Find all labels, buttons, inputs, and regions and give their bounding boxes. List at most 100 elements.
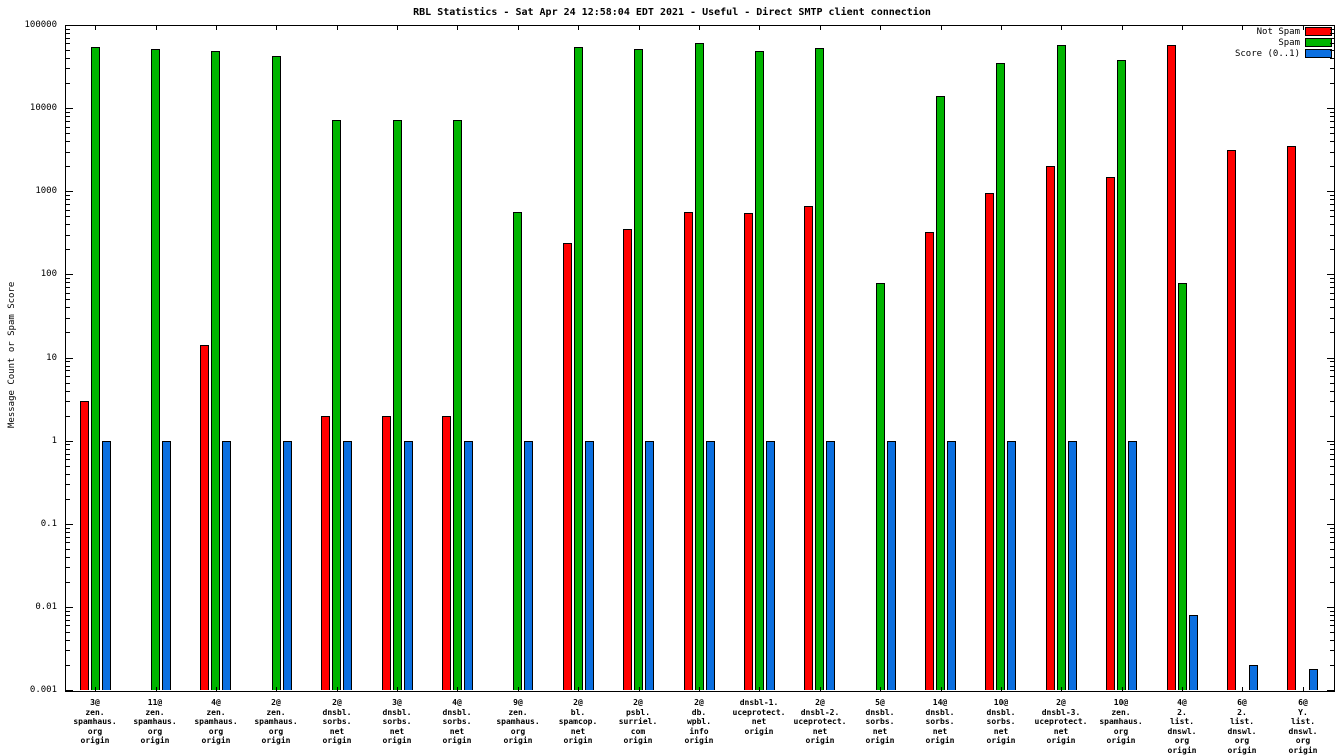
y-minor-tick	[66, 537, 70, 538]
bar-spam	[1057, 45, 1066, 690]
y-minor-tick	[1330, 620, 1334, 621]
y-minor-tick	[1330, 640, 1334, 641]
x-tick-mark	[397, 26, 398, 30]
y-minor-tick	[66, 459, 70, 460]
bar-spam	[876, 283, 885, 690]
y-minor-tick	[1330, 195, 1334, 196]
chart-title: RBL Statistics - Sat Apr 24 12:58:04 EDT…	[413, 7, 931, 18]
y-minor-tick	[66, 449, 70, 450]
y-minor-tick	[66, 370, 70, 371]
y-minor-tick	[1330, 121, 1334, 122]
y-minor-tick	[66, 416, 70, 417]
y-minor-tick	[1330, 38, 1334, 39]
bar-spam	[332, 120, 341, 690]
bar-score-0-1-	[706, 441, 715, 690]
bar-score-0-1-	[524, 441, 533, 690]
bar-score-0-1-	[645, 441, 654, 690]
legend: Not Spam Spam Score (0..1)	[1235, 26, 1332, 59]
y-tick-mark	[66, 524, 73, 525]
y-minor-tick	[66, 210, 70, 211]
y-minor-tick	[1330, 224, 1334, 225]
bar-not-spam	[1287, 146, 1296, 690]
x-tick-mark	[1182, 687, 1183, 691]
y-minor-tick	[1330, 210, 1334, 211]
y-minor-tick	[1330, 204, 1334, 205]
bar-spam	[272, 56, 281, 690]
y-minor-tick	[66, 532, 70, 533]
bar-score-0-1-	[1128, 441, 1137, 690]
y-tick-label: 0.01	[35, 602, 57, 612]
y-minor-tick	[66, 376, 70, 377]
y-minor-tick	[1330, 542, 1334, 543]
x-tick-mark	[156, 687, 157, 691]
y-minor-tick	[1330, 112, 1334, 113]
bar-spam	[211, 51, 220, 690]
y-minor-tick	[66, 299, 70, 300]
y-minor-tick	[1330, 152, 1334, 153]
x-axis-label: 4@ zen. spamhaus. org origin	[194, 698, 238, 745]
x-tick-mark	[1303, 26, 1304, 30]
x-tick-mark	[578, 687, 579, 691]
y-tick-mark	[1327, 441, 1334, 442]
y-minor-tick	[1330, 459, 1334, 460]
y-minor-tick	[66, 50, 70, 51]
x-tick-mark	[337, 687, 338, 691]
y-minor-tick	[1330, 235, 1334, 236]
y-minor-tick	[1330, 282, 1334, 283]
y-minor-tick	[66, 141, 70, 142]
y-minor-tick	[66, 58, 70, 59]
x-tick-mark	[216, 26, 217, 30]
y-minor-tick	[66, 216, 70, 217]
y-minor-tick	[1330, 484, 1334, 485]
y-minor-tick	[66, 484, 70, 485]
x-tick-mark	[820, 687, 821, 691]
y-minor-tick	[66, 83, 70, 84]
y-minor-tick	[66, 542, 70, 543]
y-minor-tick	[1330, 665, 1334, 666]
y-minor-tick	[1330, 444, 1334, 445]
y-minor-tick	[1330, 199, 1334, 200]
y-minor-tick	[1330, 58, 1334, 59]
bar-not-spam	[623, 229, 632, 690]
y-tick-label: 100000	[24, 20, 57, 30]
x-axis-label: dnsbl-1. uceprotect. net origin	[732, 698, 786, 736]
x-axis-label: 4@ 2. list. dnswl. org origin	[1167, 698, 1197, 755]
legend-label: Not Spam	[1256, 26, 1300, 37]
y-minor-tick	[1330, 611, 1334, 612]
legend-swatch	[1305, 27, 1332, 36]
x-axis-label: 2@ dnsbl-2. uceprotect. net origin	[793, 698, 847, 745]
y-minor-tick	[66, 133, 70, 134]
bar-spam	[151, 49, 160, 690]
bar-not-spam	[563, 243, 572, 690]
x-axis-label: 10@ dnsbl. sorbs. net origin	[986, 698, 1016, 745]
x-tick-mark	[880, 26, 881, 30]
legend-item: Not Spam	[1235, 26, 1332, 37]
y-minor-tick	[1330, 391, 1334, 392]
bar-spam	[815, 48, 824, 690]
y-minor-tick	[66, 38, 70, 39]
y-minor-tick	[1330, 33, 1334, 34]
x-tick-mark	[699, 26, 700, 30]
bar-not-spam	[1046, 166, 1055, 690]
x-tick-mark	[941, 687, 942, 691]
y-minor-tick	[1330, 332, 1334, 333]
x-axis-label: 6@ 2. list. dnswl. org origin	[1227, 698, 1257, 755]
y-minor-tick	[1330, 454, 1334, 455]
x-axis-label: 5@ dnsbl. sorbs. net origin	[865, 698, 895, 745]
y-minor-tick	[66, 282, 70, 283]
y-minor-tick	[66, 33, 70, 34]
x-tick-mark	[95, 26, 96, 30]
bar-not-spam	[442, 416, 451, 690]
y-minor-tick	[66, 307, 70, 308]
y-minor-tick	[1330, 625, 1334, 626]
y-minor-tick	[1330, 127, 1334, 128]
y-minor-tick	[66, 549, 70, 550]
y-minor-tick	[1330, 318, 1334, 319]
x-tick-mark	[518, 687, 519, 691]
y-minor-tick	[66, 287, 70, 288]
y-minor-tick	[1330, 43, 1334, 44]
y-minor-tick	[1330, 370, 1334, 371]
y-minor-tick	[1330, 557, 1334, 558]
y-minor-tick	[1330, 141, 1334, 142]
